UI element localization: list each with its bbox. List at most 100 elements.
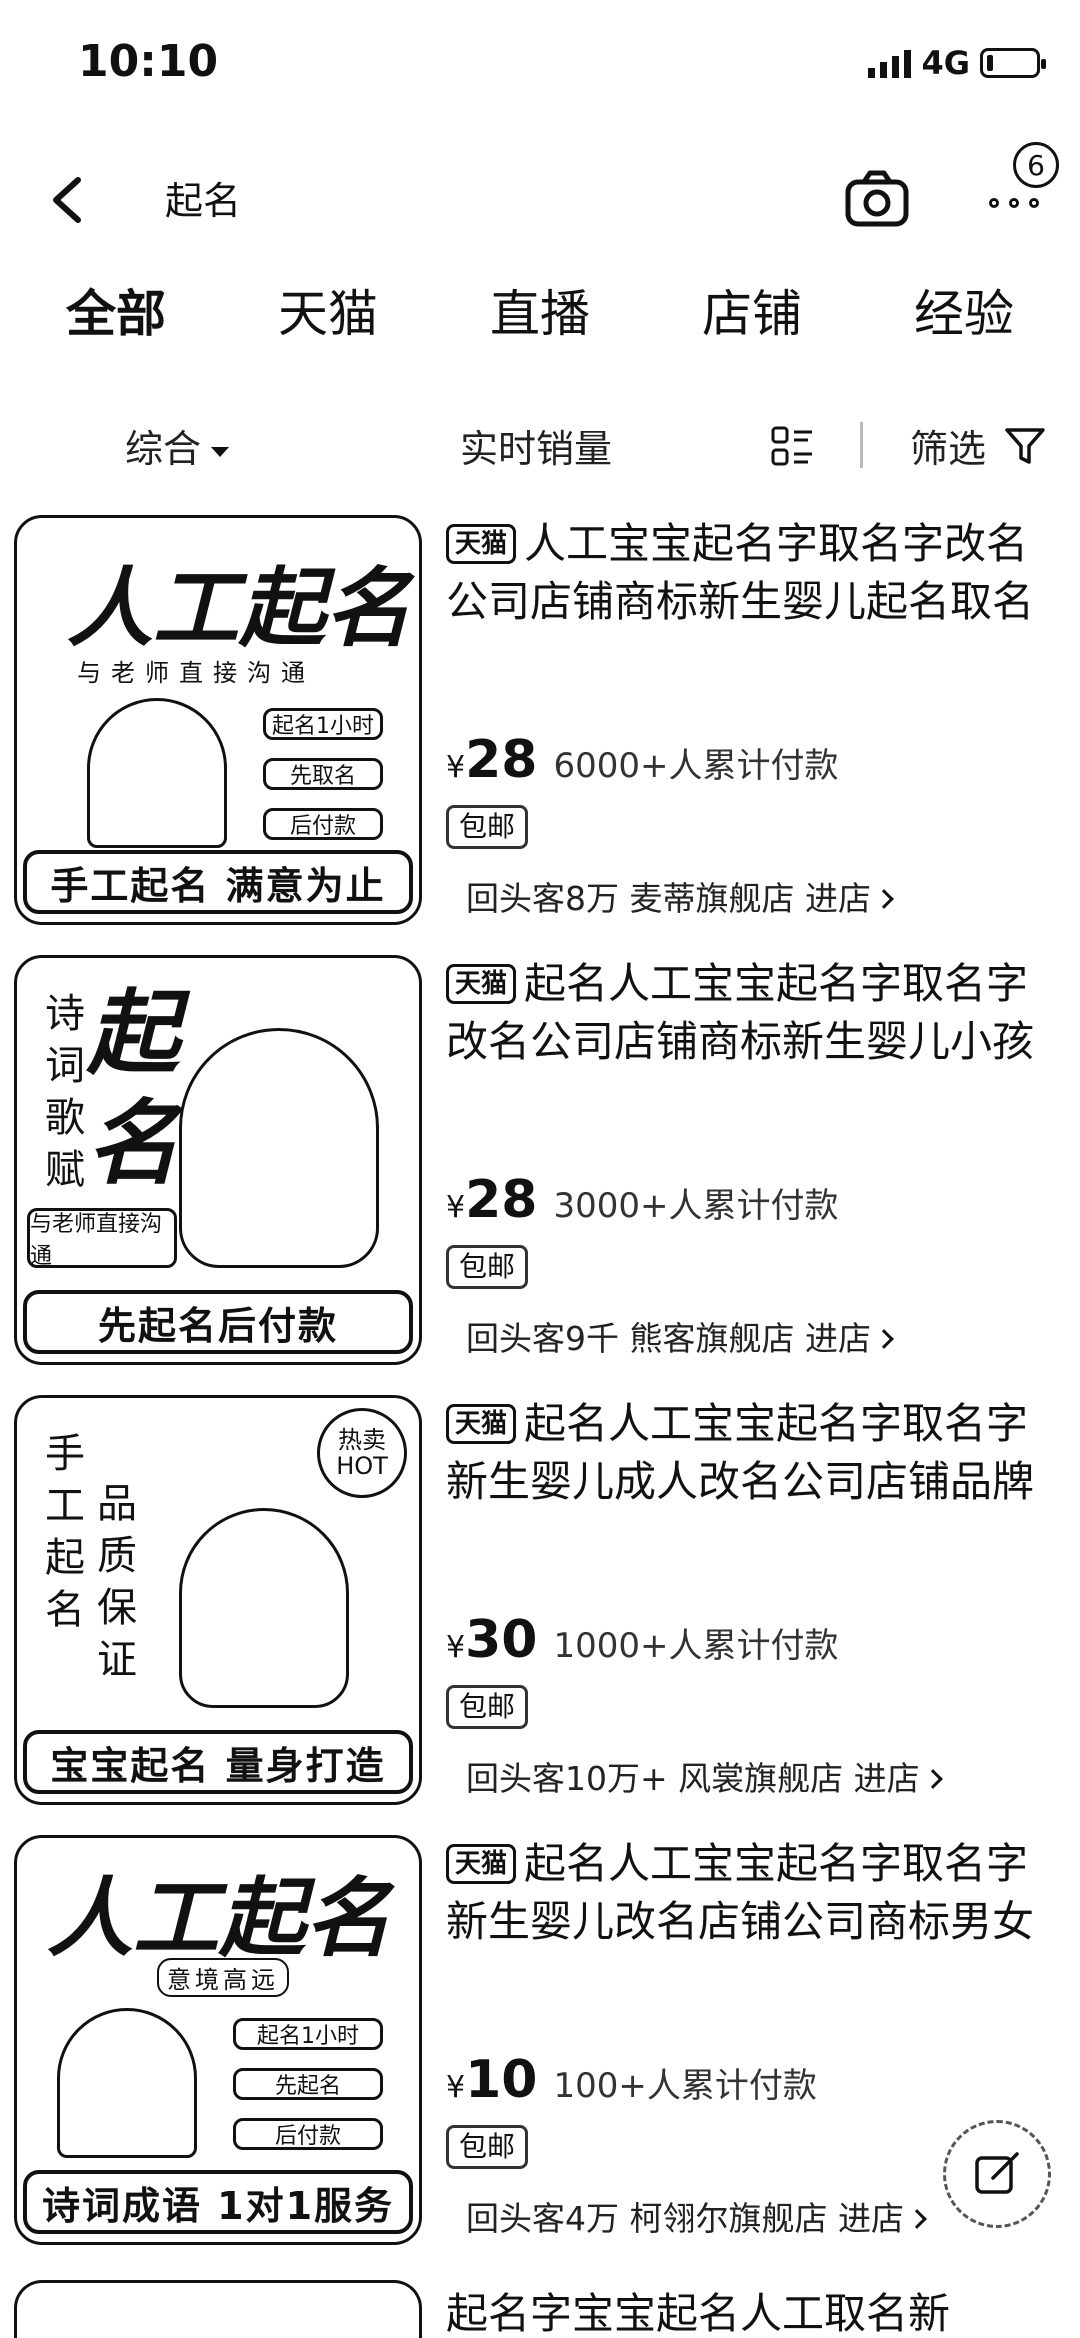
tmall-badge: 天猫 xyxy=(446,524,517,564)
thumb-vertical-text: 手工起名 xyxy=(45,1431,85,1633)
product-card-partial[interactable]: 起名字宝宝起名人工取名新 xyxy=(0,2280,1080,2338)
more-menu-button[interactable]: 6 xyxy=(985,142,1065,234)
battery-icon xyxy=(980,48,1046,78)
sales-count: 6000+人累计付款 xyxy=(553,746,839,786)
product-info: 天猫 人工宝宝起名字取名字改名公司店铺商标新生婴儿起名取名 ¥ 28 6000+人… xyxy=(446,515,1066,925)
currency-symbol: ¥ xyxy=(446,2070,466,2105)
sales-count: 3000+人累计付款 xyxy=(553,1186,839,1226)
funnel-icon[interactable] xyxy=(1003,424,1047,468)
thumb-banner: 诗词成语 1对1服务 xyxy=(23,2170,413,2234)
edit-icon xyxy=(975,2152,1019,2194)
thumb-pill: 与老师直接沟通 xyxy=(27,1208,177,1269)
thumb-pill: 先取名 xyxy=(263,758,383,790)
portrait-illustration xyxy=(179,1028,379,1268)
product-thumbnail[interactable]: 诗词歌赋 起名 与老师直接沟通 先起名后付款 xyxy=(14,955,422,1365)
chevron-right-icon xyxy=(907,2209,927,2229)
filter-button[interactable]: 筛选 xyxy=(910,427,987,471)
back-arrow-icon[interactable] xyxy=(40,170,100,230)
product-title[interactable]: 天猫 起名人工宝宝起名字取名字新生婴儿成人改名公司店铺品牌 xyxy=(446,1395,1066,1511)
product-title[interactable]: 天猫 起名人工宝宝起名字取名字改名公司店铺商标新生婴儿小孩 xyxy=(446,955,1066,1071)
product-card[interactable]: 诗词歌赋 起名 与老师直接沟通 先起名后付款 天猫 起名人工宝宝起名字取名字改名公… xyxy=(0,955,1080,1365)
chevron-right-icon xyxy=(874,1329,894,1349)
product-title-text: 人工宝宝起名字取名字改名公司店铺商标新生婴儿起名取名 xyxy=(446,519,1035,626)
product-price: 28 xyxy=(465,730,538,790)
thumb-banner: 手工起名 满意为止 xyxy=(23,850,413,914)
thumb-pill: 先起名 xyxy=(233,2068,383,2100)
thumb-pill: 起名1小时 xyxy=(263,708,383,740)
thumb-vertical-text: 诗词歌赋 xyxy=(45,991,85,1193)
thumb-pill: 后付款 xyxy=(233,2118,383,2150)
thumb-pill: 起名1小时 xyxy=(233,2018,383,2050)
shop-link[interactable]: 回头客8万 麦蒂旗舰店 进店 xyxy=(466,872,894,920)
shop-text: 回头客10万+ 风裳旗舰店 进店 xyxy=(466,1759,920,1798)
thumb-vertical-text: 品质保证 xyxy=(97,1481,137,1683)
status-bar: 10:10 4G xyxy=(0,0,1080,130)
product-thumbnail[interactable]: 手工起名 品质保证 热卖 HOT 宝宝起名 量身打造 xyxy=(14,1395,422,1805)
tab-experience[interactable]: 经验 xyxy=(914,285,1014,343)
chevron-right-icon xyxy=(922,1769,943,1789)
more-dots-icon xyxy=(989,198,1039,208)
shop-link[interactable]: 回头客10万+ 风裳旗舰店 进店 xyxy=(466,1752,943,1800)
price-row: ¥ 28 6000+人累计付款 xyxy=(446,730,838,790)
sort-label: 综合 xyxy=(125,427,202,471)
list-layout-icon[interactable] xyxy=(770,424,814,468)
product-title-text: 起名人工宝宝起名字取名字改名公司店铺商标新生婴儿小孩 xyxy=(446,959,1035,1066)
notification-badge: 6 xyxy=(1013,142,1059,188)
thumb-banner: 宝宝起名 量身打造 xyxy=(23,1730,413,1794)
tab-tmall[interactable]: 天猫 xyxy=(278,285,378,343)
product-title-text: 起名人工宝宝起名字取名字新生婴儿改名店铺公司商标男女 xyxy=(446,1839,1035,1946)
status-icons: 4G xyxy=(868,44,1046,82)
product-price: 30 xyxy=(465,1610,538,1670)
tab-all[interactable]: 全部 xyxy=(66,285,166,343)
portrait-illustration xyxy=(179,1508,349,1708)
category-tabs: 全部 天猫 直播 店铺 经验 xyxy=(0,265,1080,355)
sales-count: 100+人累计付款 xyxy=(553,2066,817,2106)
currency-symbol: ¥ xyxy=(446,750,466,785)
sort-comprehensive-dropdown[interactable]: 综合 xyxy=(125,418,230,473)
product-title-text: 起名人工宝宝起名字取名字新生婴儿成人改名公司店铺品牌 xyxy=(446,1399,1035,1506)
caret-down-icon xyxy=(211,446,230,457)
status-time: 10:10 xyxy=(78,36,219,87)
shop-text: 回头客9千 熊客旗舰店 进店 xyxy=(466,1319,871,1358)
camera-icon[interactable] xyxy=(842,164,912,234)
shop-text: 回头客8万 麦蒂旗舰店 进店 xyxy=(466,879,871,918)
shop-link[interactable]: 回头客9千 熊客旗舰店 进店 xyxy=(466,1312,894,1360)
product-title[interactable]: 天猫 人工宝宝起名字取名字改名公司店铺商标新生婴儿起名取名 xyxy=(446,515,1066,631)
network-type: 4G xyxy=(921,44,970,82)
free-shipping-badge: 包邮 xyxy=(446,1245,529,1289)
tab-live[interactable]: 直播 xyxy=(490,285,590,343)
chevron-right-icon xyxy=(874,889,894,909)
hot-sale-badge: 热卖 HOT xyxy=(317,1408,407,1498)
product-info: 天猫 起名人工宝宝起名字取名字改名公司店铺商标新生婴儿小孩 ¥ 28 3000+人… xyxy=(446,955,1066,1365)
price-row: ¥ 10 100+人累计付款 xyxy=(446,2050,817,2110)
product-thumbnail[interactable]: 人工起名 意境高远 起名1小时 先起名 后付款 诗词成语 1对1服务 xyxy=(14,1835,422,2245)
product-title[interactable]: 起名字宝宝起名人工取名新 xyxy=(446,2289,951,2338)
product-thumbnail[interactable] xyxy=(14,2280,422,2338)
thumb-headline: 人工起名 xyxy=(67,558,411,659)
tmall-badge: 天猫 xyxy=(446,964,517,1004)
floating-edit-button[interactable] xyxy=(943,2120,1051,2228)
product-card[interactable]: 人工起名 意境高远 起名1小时 先起名 后付款 诗词成语 1对1服务 天猫 起名人… xyxy=(0,1835,1080,2245)
currency-symbol: ¥ xyxy=(446,1630,466,1665)
shop-text: 回头客4万 柯翎尔旗舰店 进店 xyxy=(466,2199,904,2238)
sort-realtime-sales[interactable]: 实时销量 xyxy=(460,427,613,471)
tab-shops[interactable]: 店铺 xyxy=(702,285,802,343)
thumb-subtitle: 意境高远 xyxy=(157,1958,289,1997)
sales-count: 1000+人累计付款 xyxy=(553,1626,839,1666)
search-query[interactable]: 起名 xyxy=(165,179,242,223)
product-price: 10 xyxy=(465,2050,538,2110)
shop-link[interactable]: 回头客4万 柯翎尔旗舰店 进店 xyxy=(466,2192,927,2240)
product-title[interactable]: 天猫 起名人工宝宝起名字取名字新生婴儿改名店铺公司商标男女 xyxy=(446,1835,1066,1951)
product-info: 天猫 起名人工宝宝起名字取名字新生婴儿成人改名公司店铺品牌 ¥ 30 1000+人… xyxy=(446,1395,1066,1805)
product-card[interactable]: 人工起名 与老师直接沟通 起名1小时 先取名 后付款 手工起名 满意为止 天猫人… xyxy=(0,515,1080,925)
thumb-headline: 人工起名 xyxy=(47,1868,391,1969)
thumb-banner: 先起名后付款 xyxy=(23,1290,413,1354)
search-header: 起名 6 xyxy=(0,142,1080,250)
sort-filter-bar: 综合 实时销量 筛选 xyxy=(0,410,1080,480)
thumb-headline: 起名 xyxy=(87,979,180,1197)
tmall-badge: 天猫 xyxy=(446,1844,517,1884)
product-thumbnail[interactable]: 人工起名 与老师直接沟通 起名1小时 先取名 后付款 手工起名 满意为止 xyxy=(14,515,422,925)
product-card[interactable]: 手工起名 品质保证 热卖 HOT 宝宝起名 量身打造 天猫 起名人工宝宝起名字取名… xyxy=(0,1395,1080,1805)
thumb-pill: 后付款 xyxy=(263,808,383,840)
price-row: ¥ 30 1000+人累计付款 xyxy=(446,1610,838,1670)
